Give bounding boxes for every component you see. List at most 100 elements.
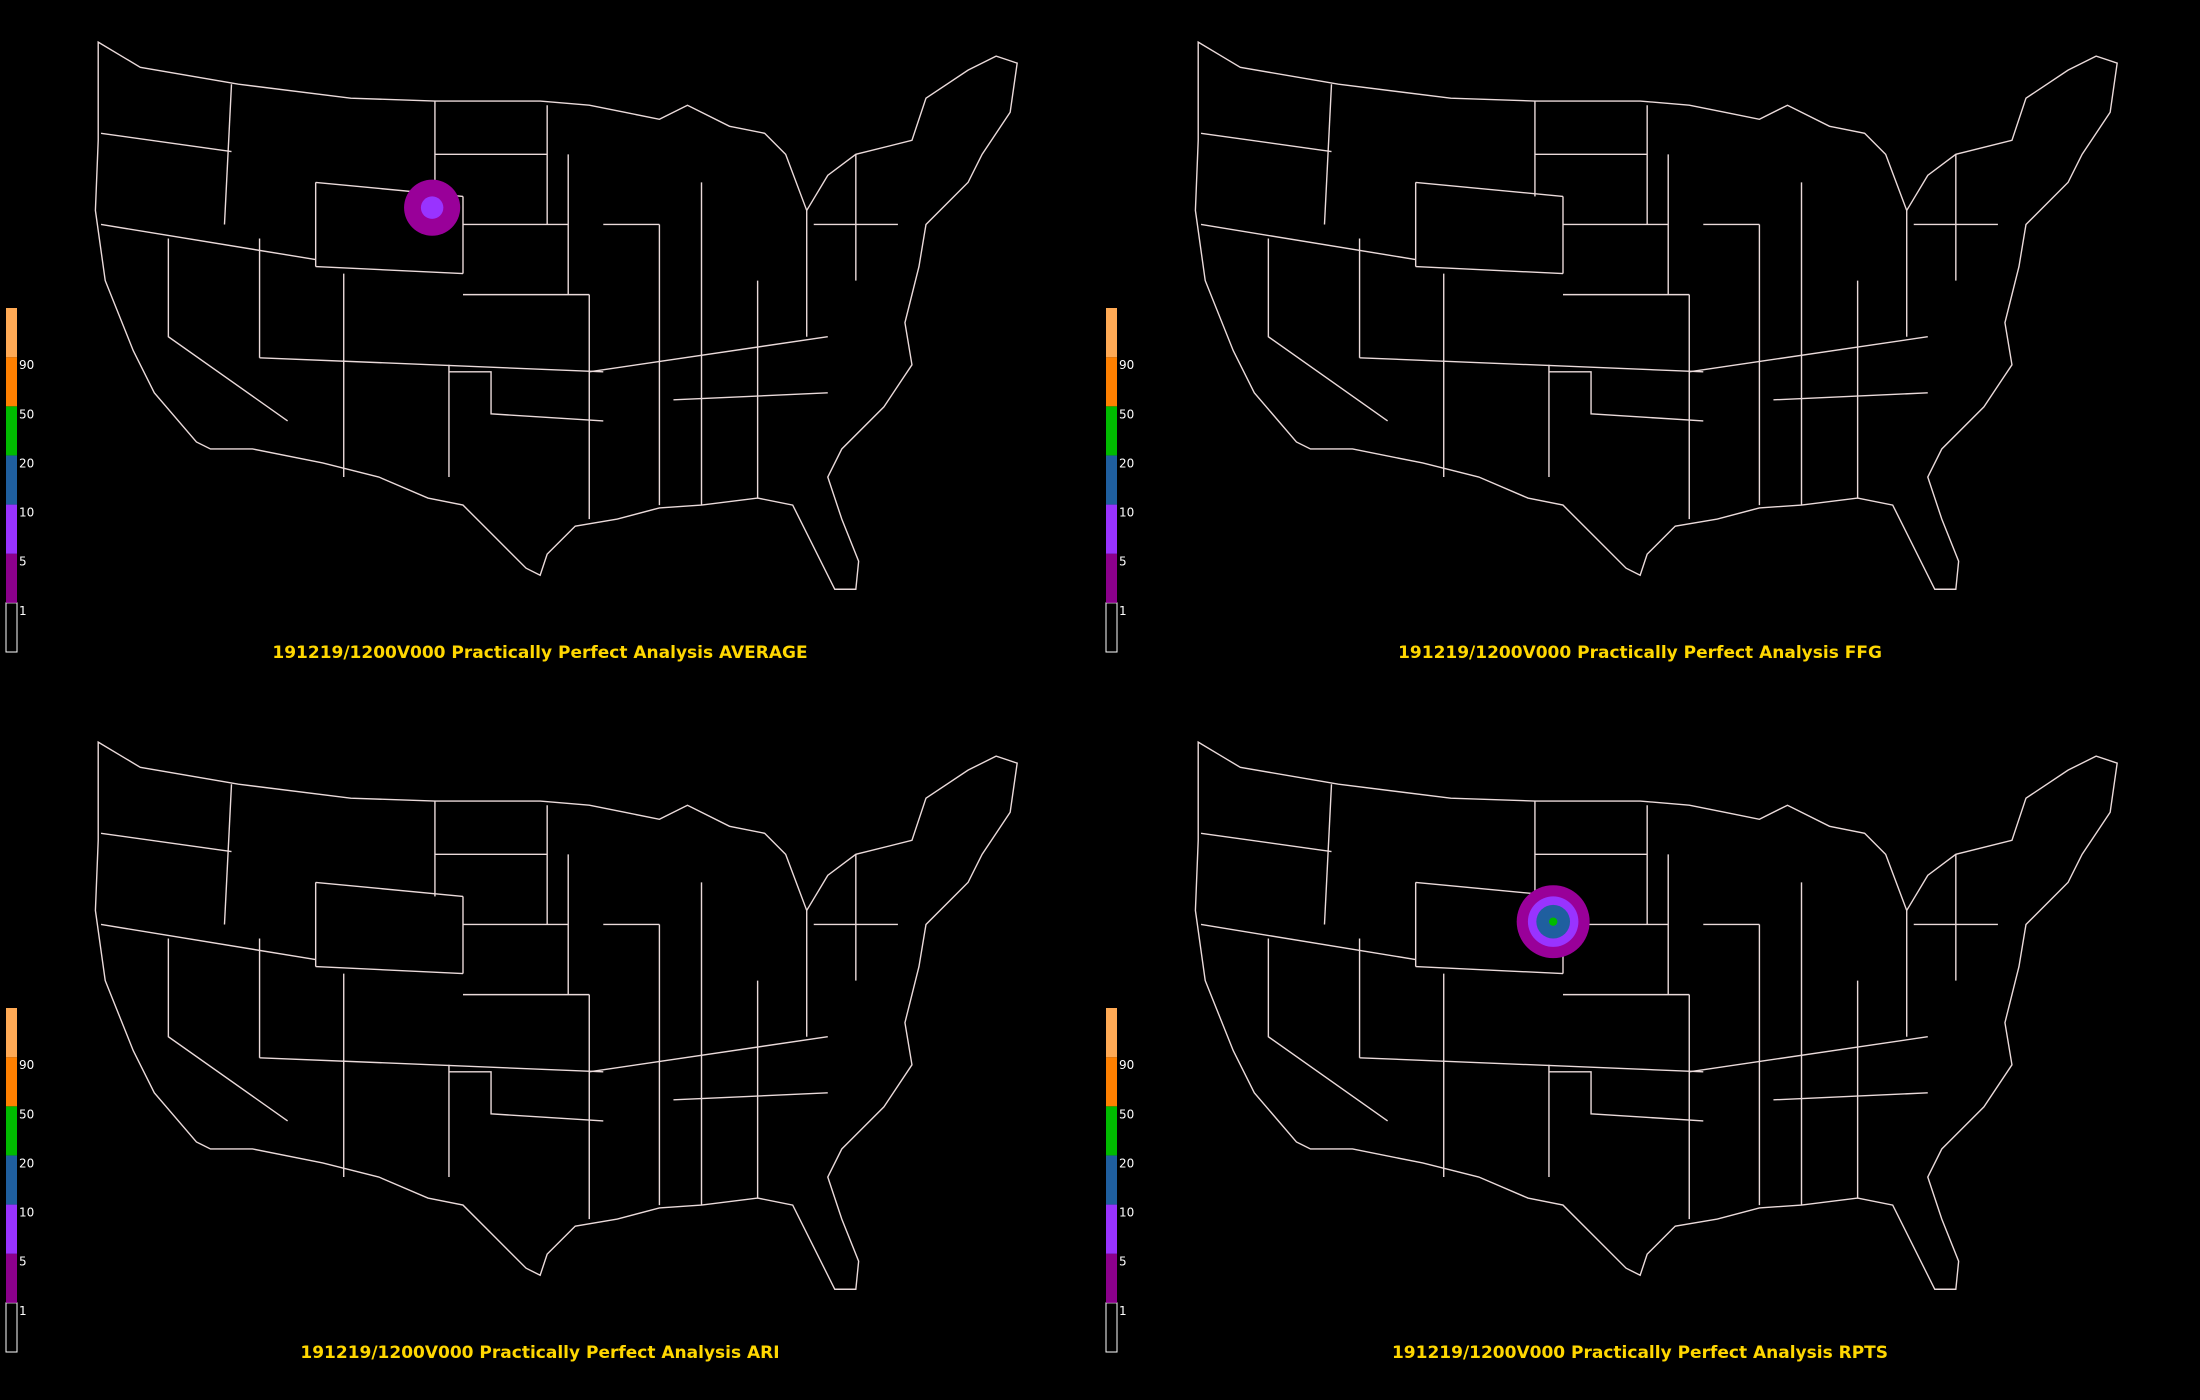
probability-contour xyxy=(1548,917,1558,926)
colorbar-segment xyxy=(1106,1057,1117,1107)
colorbar-segment xyxy=(1105,602,1118,653)
colorbar-segment xyxy=(6,308,17,358)
map xyxy=(94,40,1018,590)
state-border xyxy=(1773,1092,1928,1101)
colorbar-segment xyxy=(6,406,17,456)
colorbar-segment xyxy=(5,602,18,653)
state-border xyxy=(100,923,316,961)
state-border xyxy=(315,965,464,975)
probability-contour xyxy=(420,196,444,219)
state-border xyxy=(1267,238,1389,422)
map xyxy=(94,740,1018,1290)
state-border xyxy=(1200,832,1332,853)
colorbar-segment xyxy=(1105,1302,1118,1353)
colorbar-label: 10 xyxy=(1119,506,1134,520)
state-border xyxy=(1359,357,1704,373)
colorbar-label: 50 xyxy=(1119,1107,1134,1121)
map xyxy=(1194,740,2118,1290)
state-border xyxy=(1267,938,1389,1122)
colorbar-segment xyxy=(6,1253,17,1303)
colorbar-segment xyxy=(1106,308,1117,358)
colorbar-label: 1 xyxy=(19,604,27,618)
colorbar-segment xyxy=(6,1106,17,1156)
state-border xyxy=(673,1092,828,1101)
state-border xyxy=(589,1036,828,1073)
colorbar-segment xyxy=(6,553,17,603)
state-border xyxy=(315,881,464,898)
colorbar-label: 5 xyxy=(1119,1255,1127,1269)
state-border xyxy=(223,84,233,225)
state-border xyxy=(259,357,604,373)
state-border xyxy=(1415,265,1564,275)
coastline xyxy=(1194,40,2118,590)
colorbar-segment xyxy=(1106,1253,1117,1303)
state-border xyxy=(448,1071,604,1122)
state-border xyxy=(448,371,604,422)
panel-title: 191219/1200V000 Practically Perfect Anal… xyxy=(300,1343,779,1363)
coastline xyxy=(1194,740,2118,1290)
colorbar-label: 10 xyxy=(1119,1206,1134,1220)
colorbar-label: 90 xyxy=(1119,1058,1134,1072)
colorbar-label: 5 xyxy=(1119,555,1127,569)
colorbar-label: 10 xyxy=(19,1206,34,1220)
colorbar-segment xyxy=(6,1204,17,1254)
colorbar-segment xyxy=(6,455,17,505)
panel: 191219/1200V000 Practically Perfect Anal… xyxy=(0,0,1100,700)
panel: 191219/1200V000 Practically Perfect Anal… xyxy=(1100,700,2200,1400)
colorbar-label: 90 xyxy=(19,1058,34,1072)
state-border xyxy=(1359,1057,1704,1073)
colorbar-label: 1 xyxy=(1119,1304,1127,1318)
colorbar-segment xyxy=(6,504,17,554)
state-border xyxy=(1415,181,1564,198)
colorbar-label: 1 xyxy=(19,1304,27,1318)
colorbar-segment xyxy=(1106,455,1117,505)
state-border xyxy=(1200,223,1416,261)
state-border xyxy=(100,132,232,153)
colorbar-label: 5 xyxy=(19,1255,27,1269)
colorbar-segment xyxy=(1106,553,1117,603)
colorbar-segment xyxy=(1106,1106,1117,1156)
colorbar-segment xyxy=(1106,1155,1117,1205)
colorbar-segment xyxy=(1106,504,1117,554)
panel-svg: 191219/1200V000 Practically Perfect Anal… xyxy=(5,740,1018,1363)
colorbar-label: 50 xyxy=(19,1107,34,1121)
panel-svg: 191219/1200V000 Practically Perfect Anal… xyxy=(1105,740,2118,1363)
colorbar-segment xyxy=(1106,1204,1117,1254)
colorbar-label: 5 xyxy=(19,555,27,569)
colorbar-segment xyxy=(5,1302,18,1353)
colorbar-label: 50 xyxy=(1119,407,1134,421)
state-border xyxy=(100,223,316,261)
state-border xyxy=(1200,923,1416,961)
colorbar-label: 20 xyxy=(19,1156,34,1170)
panel-title: 191219/1200V000 Practically Perfect Anal… xyxy=(272,643,807,663)
colorbar-label: 20 xyxy=(1119,456,1134,470)
state-border xyxy=(1323,84,1333,225)
colorbar-label: 10 xyxy=(19,506,34,520)
panel: 191219/1200V000 Practically Perfect Anal… xyxy=(1100,0,2200,700)
map xyxy=(1194,40,2118,590)
state-border xyxy=(259,1057,604,1073)
colorbar-segment xyxy=(6,1057,17,1107)
state-border xyxy=(167,238,289,422)
state-border xyxy=(315,265,464,275)
colorbar-segment xyxy=(6,357,17,407)
coastline xyxy=(94,740,1018,1290)
state-border xyxy=(1323,784,1333,925)
state-border xyxy=(589,336,828,373)
colorbar-segment xyxy=(1106,357,1117,407)
state-border xyxy=(1773,392,1928,401)
state-border xyxy=(223,784,233,925)
state-border xyxy=(1415,965,1564,975)
panel-title: 191219/1200V000 Practically Perfect Anal… xyxy=(1398,643,1882,663)
panel: 191219/1200V000 Practically Perfect Anal… xyxy=(0,700,1100,1400)
coastline xyxy=(94,40,1018,590)
colorbar-label: 20 xyxy=(1119,1156,1134,1170)
state-border xyxy=(1548,371,1704,422)
state-border xyxy=(1689,1036,1928,1073)
panel-svg: 191219/1200V000 Practically Perfect Anal… xyxy=(5,40,1018,663)
state-border xyxy=(1548,1071,1704,1122)
state-border xyxy=(673,392,828,401)
panel-svg: 191219/1200V000 Practically Perfect Anal… xyxy=(1105,40,2118,663)
colorbar-segment xyxy=(1106,1008,1117,1058)
